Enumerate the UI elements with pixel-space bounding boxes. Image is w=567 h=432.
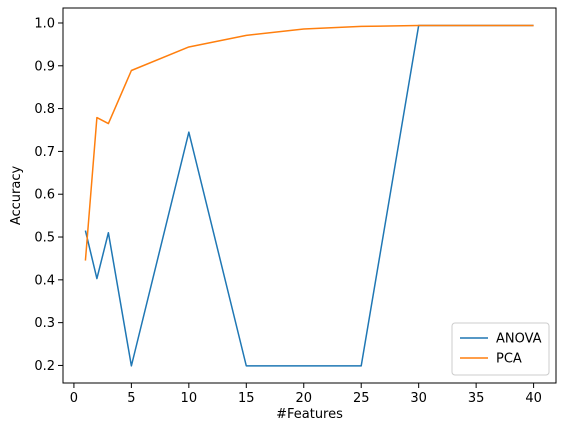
- y-tick-label: 0.8: [34, 102, 55, 117]
- y-tick-label: 0.6: [34, 188, 55, 203]
- x-tick-label: 20: [295, 391, 312, 406]
- x-axis-label: #Features: [276, 407, 343, 422]
- y-tick-label: 0.3: [34, 316, 55, 331]
- legend-label-anova: ANOVA: [496, 332, 542, 347]
- legend: ANOVA PCA: [452, 323, 549, 375]
- y-tick-label: 0.9: [34, 59, 55, 74]
- x-tick-label: 40: [525, 391, 542, 406]
- x-tick-label: 30: [410, 391, 427, 406]
- x-tick-label: 15: [238, 391, 255, 406]
- y-tick-label: 0.7: [34, 145, 55, 160]
- series-lines: [85, 26, 533, 366]
- series-line-pca: [85, 26, 533, 261]
- x-tick-label: 35: [468, 391, 485, 406]
- y-axis: 0.2 0.3 0.4 0.5 0.6 0.7 0.8 0.9 1.0: [34, 16, 63, 373]
- x-tick-label: 0: [70, 391, 78, 406]
- x-axis: 0 5 10 15 20 25 30 35 40: [70, 383, 542, 406]
- legend-label-pca: PCA: [496, 352, 522, 367]
- y-tick-label: 0.2: [34, 359, 55, 374]
- x-tick-label: 5: [127, 391, 135, 406]
- y-axis-label: Accuracy: [9, 166, 24, 226]
- y-tick-label: 0.4: [34, 273, 55, 288]
- x-tick-label: 10: [181, 391, 198, 406]
- x-tick-label: 25: [353, 391, 370, 406]
- y-tick-label: 1.0: [34, 16, 55, 31]
- series-line-anova: [85, 26, 533, 366]
- y-tick-label: 0.5: [34, 231, 55, 246]
